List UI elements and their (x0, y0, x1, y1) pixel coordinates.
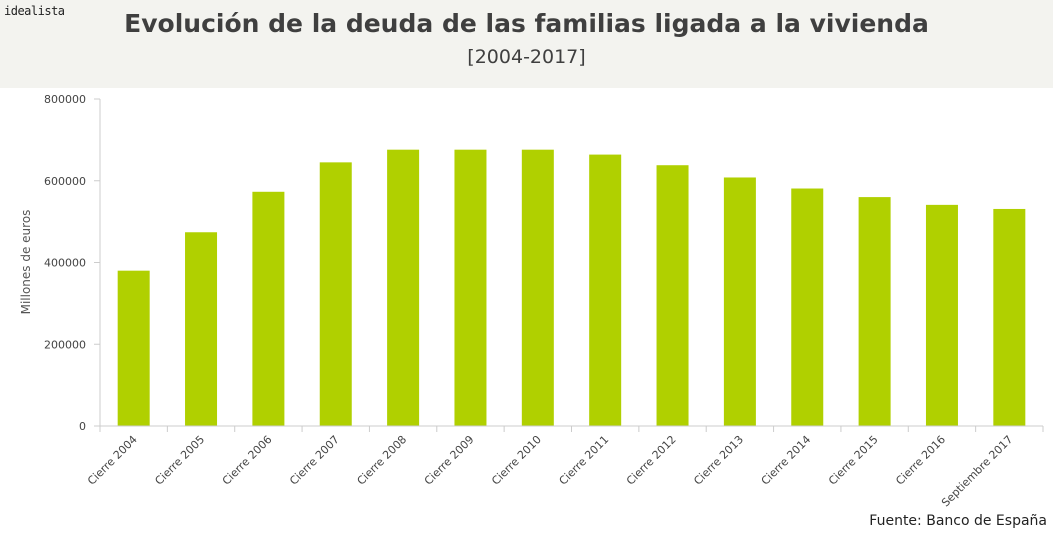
x-tick-label: Cierre 2008 (355, 433, 410, 488)
x-tick-label: Cierre 2015 (826, 433, 881, 488)
chart-subtitle: [2004-2017] (467, 46, 586, 68)
bar (387, 149, 420, 426)
bar (791, 188, 824, 426)
x-tick-label: Cierre 2004 (85, 433, 140, 488)
x-tick-label: Cierre 2010 (489, 433, 544, 488)
y-axis: 0 200000 400000 600000 800000 (44, 93, 101, 433)
source-note: Fuente: Banco de España (869, 513, 1047, 529)
y-tick-label: 400000 (44, 257, 86, 270)
bar (858, 197, 891, 426)
x-tick-label: Cierre 2014 (759, 433, 814, 488)
x-tick-label: Cierre 2016 (893, 433, 948, 488)
chart-title: Evolución de la deuda de las familias li… (124, 9, 929, 38)
bar (252, 191, 285, 426)
bar (454, 149, 487, 426)
bar (185, 232, 218, 426)
chart-header: idealista Evolución de la deuda de las f… (0, 0, 1053, 88)
bar (521, 149, 554, 426)
y-tick-label: 600000 (44, 175, 86, 188)
bar (993, 208, 1026, 426)
bar (589, 154, 622, 426)
x-tick-label: Cierre 2013 (691, 433, 746, 488)
bar (117, 270, 150, 426)
y-tick-label: 0 (79, 420, 86, 433)
x-tick-label: Cierre 2009 (422, 433, 477, 488)
bar (319, 162, 352, 426)
y-tick-label: 200000 (44, 338, 86, 351)
y-tick-label: 800000 (44, 93, 86, 106)
x-tick-label: Cierre 2006 (220, 433, 275, 488)
bar (723, 177, 756, 426)
brand-logo: idealista (4, 4, 65, 18)
x-tick-label: Septiembre 2017 (939, 433, 1015, 509)
x-tick-label: Cierre 2012 (624, 433, 679, 488)
x-tick-label: Cierre 2011 (557, 433, 612, 488)
x-tick-label: Cierre 2005 (152, 433, 207, 488)
bar (925, 204, 958, 426)
x-tick-label: Cierre 2007 (287, 433, 342, 488)
bar (656, 165, 689, 426)
y-axis-title: Millones de euros (19, 210, 33, 315)
x-axis: Cierre 2004 Cierre 2005 Cierre 2006 Cierre … (85, 425, 1044, 509)
bar-series (117, 149, 1026, 426)
